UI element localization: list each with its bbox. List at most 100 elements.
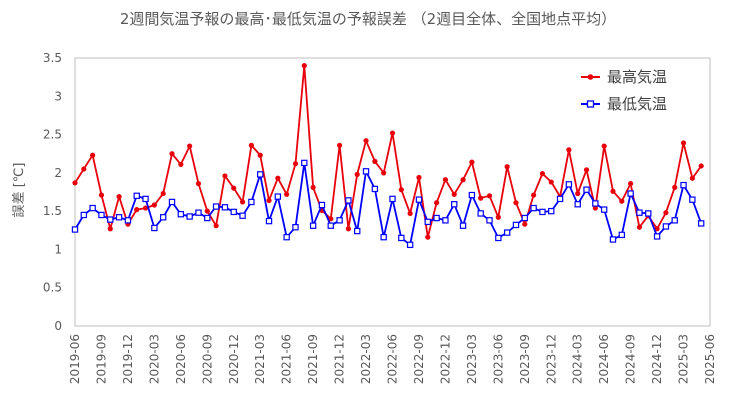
data-point-max bbox=[90, 152, 96, 158]
x-tick-label: 2023-12 bbox=[544, 334, 558, 384]
x-tick-label: 2019-12 bbox=[121, 334, 135, 384]
data-point-max bbox=[151, 202, 157, 208]
data-point-min bbox=[565, 181, 573, 188]
data-point-min bbox=[486, 217, 493, 224]
data-point-min bbox=[354, 227, 361, 235]
data-point-max bbox=[336, 142, 343, 148]
x-tick-label: 2023-09 bbox=[518, 334, 532, 384]
data-point-max bbox=[504, 164, 510, 170]
data-point-min bbox=[653, 233, 661, 240]
data-point-min bbox=[186, 213, 193, 220]
legend-label-min: 最低気温 bbox=[607, 95, 667, 113]
data-point-min bbox=[371, 185, 379, 193]
data-point-min bbox=[98, 211, 105, 219]
data-point-max bbox=[460, 177, 466, 183]
data-point-max bbox=[354, 171, 360, 177]
legend-marker-min bbox=[586, 100, 595, 108]
data-point-max bbox=[592, 205, 598, 211]
x-tick-label: 2024-06 bbox=[597, 334, 611, 384]
data-point-max bbox=[636, 224, 643, 230]
data-point-min bbox=[530, 204, 537, 212]
data-point-min bbox=[292, 224, 299, 231]
x-tick-label: 2024-12 bbox=[650, 334, 664, 384]
data-point-min bbox=[257, 171, 264, 178]
data-point-min bbox=[662, 223, 670, 230]
data-point-min bbox=[645, 210, 652, 217]
data-point-max bbox=[513, 200, 519, 206]
data-point-min bbox=[618, 231, 626, 239]
data-point-min bbox=[89, 204, 96, 212]
data-point-min bbox=[548, 207, 555, 215]
data-point-min bbox=[151, 224, 158, 232]
data-point-max bbox=[610, 188, 616, 194]
data-point-max bbox=[72, 180, 78, 186]
legend-label-max: 最高気温 bbox=[607, 68, 667, 86]
data-point-max bbox=[486, 193, 493, 199]
data-point-max bbox=[672, 184, 678, 191]
data-point-min bbox=[239, 212, 246, 219]
x-tick-label: 2021-03 bbox=[253, 334, 267, 384]
data-point-min bbox=[265, 217, 273, 225]
x-tick-label: 2024-03 bbox=[571, 334, 585, 384]
x-tick-label: 2022-03 bbox=[359, 334, 373, 384]
data-point-min bbox=[600, 206, 608, 213]
data-point-min bbox=[212, 203, 220, 210]
data-point-max bbox=[407, 210, 413, 217]
data-point-max bbox=[654, 226, 660, 232]
data-point-min bbox=[592, 200, 599, 207]
data-point-max bbox=[187, 143, 193, 149]
y-axis-label: 誤差 [℃] bbox=[11, 163, 27, 218]
data-point-max bbox=[442, 177, 449, 183]
data-point-max bbox=[275, 175, 281, 181]
data-point-max bbox=[698, 163, 704, 169]
data-point-max bbox=[372, 158, 378, 164]
data-point-min bbox=[671, 217, 678, 224]
data-point-max bbox=[292, 161, 299, 167]
x-tick-label: 2022-06 bbox=[386, 334, 400, 384]
data-point-max bbox=[539, 171, 546, 177]
data-point-max bbox=[160, 190, 166, 197]
data-point-max bbox=[231, 185, 237, 191]
y-tick-label: 2 bbox=[54, 166, 62, 180]
data-point-min bbox=[574, 201, 581, 208]
data-point-max bbox=[222, 173, 228, 179]
data-point-max bbox=[469, 159, 475, 165]
data-point-min bbox=[159, 214, 167, 221]
data-point-min bbox=[124, 217, 132, 224]
data-point-min bbox=[609, 236, 617, 243]
data-point-min bbox=[115, 214, 123, 221]
data-point-min bbox=[168, 198, 176, 206]
data-point-max bbox=[566, 147, 572, 153]
data-point-min bbox=[380, 233, 387, 241]
data-point-min bbox=[689, 196, 696, 203]
data-point-min bbox=[133, 192, 140, 200]
data-point-min bbox=[406, 241, 414, 249]
data-point-max bbox=[433, 200, 440, 206]
data-point-min bbox=[71, 226, 79, 233]
data-point-max bbox=[628, 180, 634, 187]
x-tick-label: 2023-03 bbox=[465, 334, 479, 384]
x-tick-label: 2024-09 bbox=[624, 334, 638, 384]
data-point-min bbox=[80, 211, 88, 219]
data-point-min bbox=[327, 222, 334, 229]
data-point-min bbox=[512, 221, 520, 229]
data-point-max bbox=[478, 195, 484, 201]
data-point-min bbox=[230, 208, 237, 216]
data-point-min bbox=[556, 195, 564, 203]
data-point-max bbox=[284, 191, 290, 197]
data-point-max bbox=[381, 170, 387, 176]
data-point-max bbox=[204, 208, 210, 214]
data-point-min bbox=[345, 197, 352, 204]
data-point-max bbox=[134, 207, 140, 213]
y-tick-label: 3.5 bbox=[43, 51, 62, 65]
data-point-max bbox=[389, 130, 396, 136]
x-tick-label: 2019-06 bbox=[68, 334, 82, 384]
data-point-max bbox=[663, 210, 669, 216]
data-point-max bbox=[266, 197, 272, 204]
data-point-min bbox=[451, 201, 458, 208]
y-tick-label: 3 bbox=[54, 89, 62, 103]
data-point-min bbox=[636, 209, 643, 216]
data-point-min bbox=[274, 193, 282, 200]
data-point-min bbox=[195, 209, 202, 216]
